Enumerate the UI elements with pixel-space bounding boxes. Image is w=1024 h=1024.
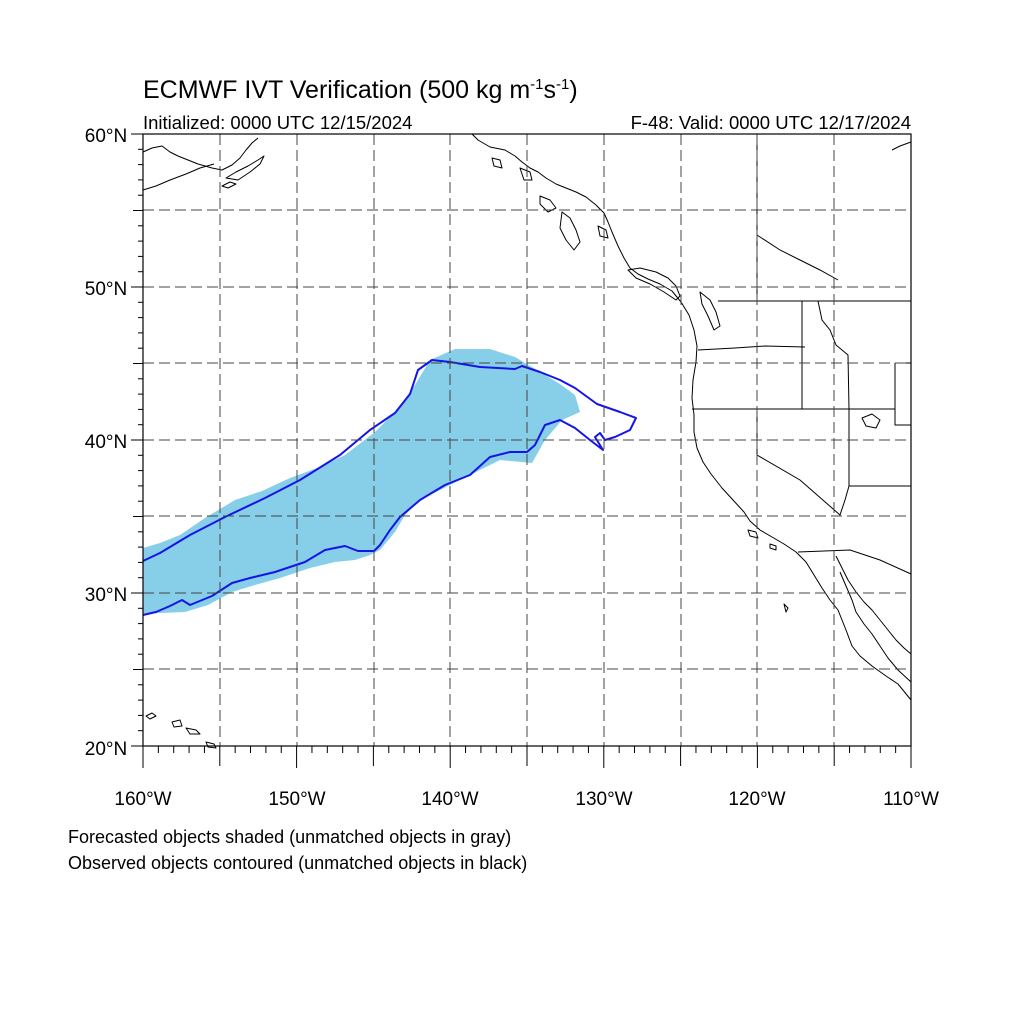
initialized-time: Initialized: 0000 UTC 12/15/2024: [143, 112, 412, 133]
observed-object-contour: [142, 359, 637, 616]
political-borders: [692, 134, 912, 575]
lon-label-150w: 150°W: [268, 789, 325, 810]
axis-ticks: [131, 133, 912, 768]
lon-label-140w: 140°W: [421, 789, 478, 810]
lon-label-120w: 120°W: [728, 789, 785, 810]
lon-label-110w: 110°W: [883, 789, 939, 810]
forecast-object: [143, 349, 580, 614]
lon-label-160w: 160°W: [114, 789, 171, 810]
map-title: ECMWF IVT Verification (500 kg m-1s-1): [143, 76, 578, 104]
coastline-alaska: [142, 137, 265, 191]
footnote-observed: Observed objects contoured (unmatched ob…: [68, 853, 527, 873]
gridlines: [143, 134, 911, 746]
footnote-forecast: Forecasted objects shaded (unmatched obj…: [68, 827, 511, 847]
lat-label-50n: 50°N: [85, 279, 127, 300]
latitude-labels: 60°N 50°N 40°N 30°N 20°N: [85, 126, 127, 760]
lat-label-60n: 60°N: [85, 126, 127, 147]
valid-time: F-48: Valid: 0000 UTC 12/17/2024: [631, 112, 911, 133]
lat-label-40n: 40°N: [85, 432, 127, 453]
lon-label-130w: 130°W: [575, 789, 632, 810]
hawaiian-islands: [145, 712, 217, 749]
lat-label-20n: 20°N: [85, 739, 127, 760]
longitude-labels: 160°W 150°W 140°W 130°W 120°W 110°W: [114, 789, 939, 810]
lat-label-30n: 30°N: [85, 585, 127, 606]
